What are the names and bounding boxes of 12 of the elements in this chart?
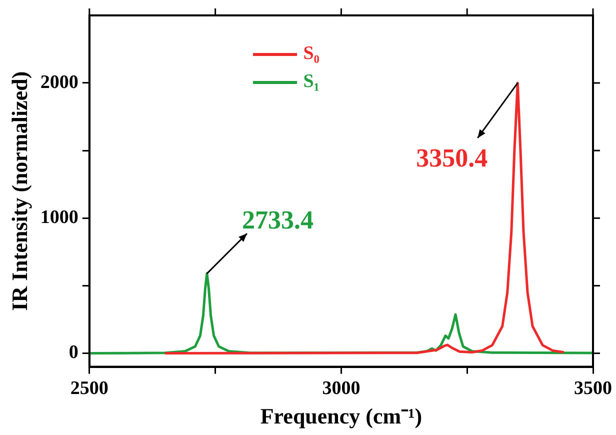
legend-label: S₁ — [303, 71, 320, 94]
y-tick-label: 2000 — [40, 72, 78, 93]
annotation: 3350.4 — [416, 144, 488, 173]
x-tick-label: 3500 — [574, 378, 612, 400]
legend-label: S₀ — [303, 43, 320, 66]
x-tick-label: 3000 — [322, 378, 360, 400]
y-axis-title: IR Intensity (normalized) — [6, 71, 32, 311]
annotation: 2733.4 — [242, 205, 314, 234]
x-tick-label: 2500 — [70, 378, 108, 400]
y-tick-label: 1000 — [40, 207, 78, 228]
x-axis-title: Frequency (cm⁻¹) — [260, 403, 422, 428]
y-tick-label: 0 — [68, 342, 78, 364]
